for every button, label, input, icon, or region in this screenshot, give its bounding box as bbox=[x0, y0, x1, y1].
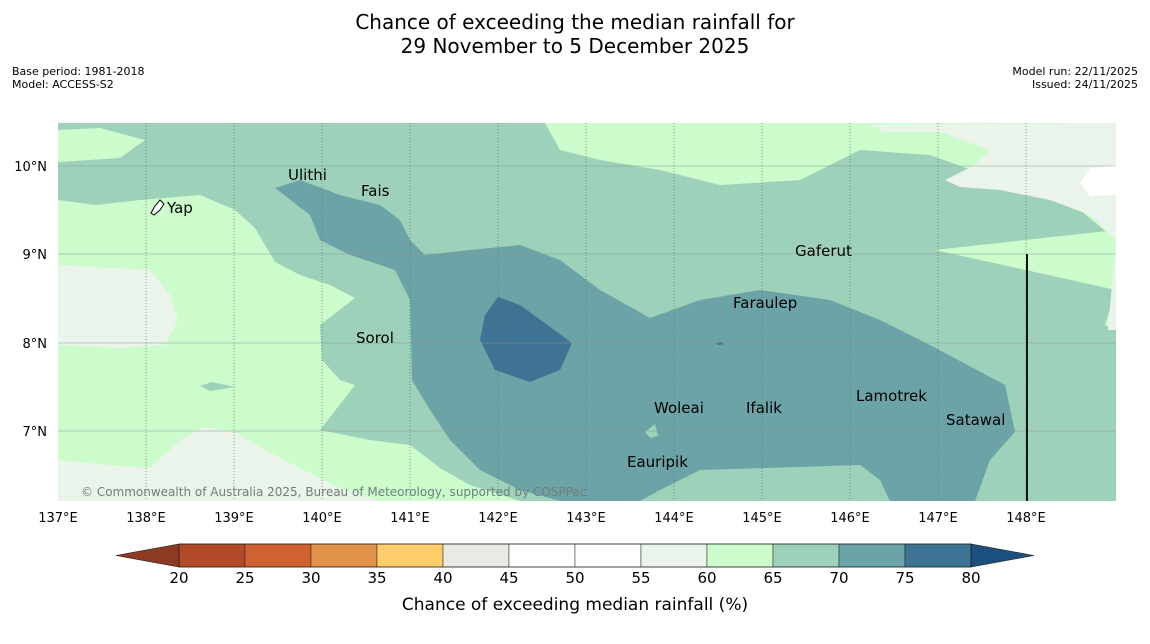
meta-right: Model run: 22/11/2025 Issued: 24/11/2025 bbox=[1012, 65, 1138, 91]
colorbar-cells bbox=[178, 543, 972, 568]
place-label-gaferut: Gaferut bbox=[795, 242, 852, 260]
lon-tick-139e: 139°E bbox=[214, 511, 254, 526]
lon-tick-labels: 137°E 138°E 139°E 140°E 141°E 142°E 143°… bbox=[38, 511, 1046, 526]
lon-tick-140e: 140°E bbox=[302, 511, 342, 526]
chart-title-line-1: Chance of exceeding the median rainfall … bbox=[355, 10, 795, 34]
region-55-60-west bbox=[58, 265, 178, 348]
colorbar-over-arrow bbox=[970, 543, 1035, 568]
place-label-satawal: Satawal bbox=[946, 411, 1005, 429]
islet-contour-west bbox=[200, 382, 235, 391]
lon-tick-143e: 143°E bbox=[566, 511, 606, 526]
place-label-yap: Yap bbox=[166, 199, 193, 217]
colorbar-cell bbox=[706, 543, 774, 568]
region-60-65-west bbox=[58, 195, 520, 501]
colorbar-tick-label: 40 bbox=[433, 569, 452, 587]
colorbar-tick-label: 80 bbox=[961, 569, 980, 587]
model-run-label: Model run: 22/11/2025 bbox=[1012, 65, 1138, 78]
lon-tick-145e: 145°E bbox=[742, 511, 782, 526]
colorbar-tick-label: 30 bbox=[301, 569, 320, 587]
place-label-sorol: Sorol bbox=[356, 329, 394, 347]
colorbar-cell bbox=[244, 543, 312, 568]
colorbar-tick-label: 25 bbox=[235, 569, 254, 587]
colorbar-tick-label: 45 bbox=[499, 569, 518, 587]
place-label-ifalik: Ifalik bbox=[746, 399, 782, 417]
yap-island bbox=[150, 199, 165, 216]
region-60-65-northeast bbox=[545, 123, 1116, 330]
lat-tick-7n: 7°N bbox=[23, 425, 48, 440]
lat-tick-9n: 9°N bbox=[23, 248, 48, 263]
colorbar-tick-label: 70 bbox=[829, 569, 848, 587]
lon-tick-147e: 147°E bbox=[918, 511, 958, 526]
place-label-ulithi: Ulithi bbox=[288, 166, 327, 184]
lat-gridlines bbox=[58, 165, 1116, 432]
lon-tick-148e: 148°E bbox=[1006, 511, 1046, 526]
colorbar-cell bbox=[442, 543, 510, 568]
region-60-65-east-strip bbox=[935, 230, 1116, 330]
lon-tick-146e: 146°E bbox=[830, 511, 870, 526]
place-label-lamotrek: Lamotrek bbox=[856, 387, 927, 405]
base-period-label: Base period: 1981-2018 bbox=[12, 65, 145, 78]
model-label: Model: ACCESS-S2 bbox=[12, 78, 114, 91]
lat-tick-labels: 10°N 9°N 8°N 7°N bbox=[14, 160, 47, 440]
lat-tick-8n: 8°N bbox=[23, 337, 48, 352]
map-area: © Commonwealth of Australia 2025, Bureau… bbox=[58, 123, 1116, 501]
colorbar-cell bbox=[310, 543, 378, 568]
place-labels: Yap Ulithi Fais Sorol Gaferut Faraulep W… bbox=[166, 166, 1005, 471]
colorbar-tick-label: 20 bbox=[169, 569, 188, 587]
colorbar-title: Chance of exceeding median rainfall (%) bbox=[402, 595, 748, 615]
lon-tick-142e: 142°E bbox=[478, 511, 518, 526]
colorbar-cell bbox=[838, 543, 906, 568]
colorbar-ticks: 20 25 30 35 40 45 50 55 60 65 70 75 80 bbox=[169, 569, 980, 587]
colorbar-cell bbox=[376, 543, 444, 568]
issued-label: Issued: 24/11/2025 bbox=[1031, 78, 1138, 91]
colorbar: 20 25 30 35 40 45 50 55 60 65 70 75 80 Chance of exc… bbox=[115, 543, 1035, 615]
place-label-eauripik: Eauripik bbox=[627, 453, 688, 471]
lon-tick-141e: 141°E bbox=[390, 511, 430, 526]
band-75-80 bbox=[275, 180, 1015, 501]
colorbar-tick-label: 55 bbox=[631, 569, 650, 587]
place-label-fais: Fais bbox=[361, 182, 390, 200]
colorbar-cell bbox=[574, 543, 642, 568]
colorbar-cell bbox=[508, 543, 576, 568]
meta-left: Base period: 1981-2018 Model: ACCESS-S2 bbox=[12, 65, 144, 91]
colorbar-outline bbox=[178, 543, 972, 568]
colorbar-tick-label: 60 bbox=[697, 569, 716, 587]
colorbar-tick-label: 75 bbox=[895, 569, 914, 587]
colorbar-tick-label: 65 bbox=[763, 569, 782, 587]
place-label-faraulep: Faraulep bbox=[733, 294, 797, 312]
copyright-text: © Commonwealth of Australia 2025, Bureau… bbox=[81, 485, 586, 499]
lon-tick-137e: 137°E bbox=[38, 511, 78, 526]
colorbar-cell bbox=[772, 543, 840, 568]
colorbar-under-arrow bbox=[115, 543, 180, 568]
colorbar-tick-label: 50 bbox=[565, 569, 584, 587]
lat-tick-10n: 10°N bbox=[14, 160, 47, 175]
region-55-60-southwest bbox=[58, 427, 380, 501]
place-label-woleai: Woleai bbox=[654, 399, 704, 417]
chart-title-line-2: 29 November to 5 December 2025 bbox=[400, 34, 750, 58]
band-80-plus bbox=[480, 297, 572, 382]
colorbar-cell bbox=[640, 543, 708, 568]
region-55-60-northeast bbox=[870, 123, 1116, 330]
lon-tick-144e: 144°E bbox=[654, 511, 694, 526]
region-60-65-northwest bbox=[58, 128, 145, 162]
colorbar-tick-label: 35 bbox=[367, 569, 386, 587]
lon-tick-138e: 138°E bbox=[126, 511, 166, 526]
region-55-60-east-inner bbox=[1080, 165, 1116, 196]
colorbar-cell bbox=[178, 543, 246, 568]
colorbar-cell bbox=[904, 543, 972, 568]
